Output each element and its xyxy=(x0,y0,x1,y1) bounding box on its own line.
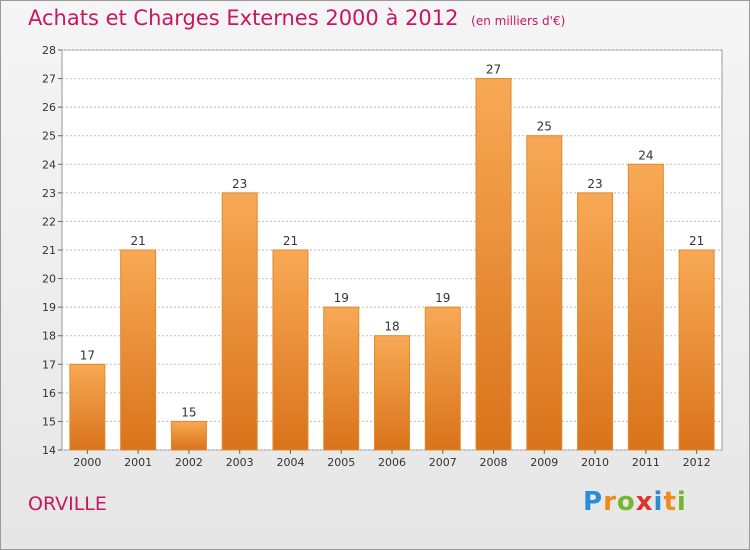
chart-title: Achats et Charges Externes 2000 à 2012 (… xyxy=(28,6,565,30)
bar xyxy=(272,249,309,451)
bar-value-label: 19 xyxy=(435,291,450,305)
bar-value-label: 21 xyxy=(283,234,298,248)
bar xyxy=(678,249,715,451)
y-tick-label: 27 xyxy=(42,73,56,86)
title-text: Achats et Charges Externes 2000 à 2012 xyxy=(28,6,459,30)
bar-value-label: 27 xyxy=(486,63,501,77)
bar xyxy=(627,163,664,451)
x-tick-label: 2001 xyxy=(124,456,152,469)
x-tick-label: 2008 xyxy=(480,456,508,469)
bar xyxy=(526,135,563,451)
bar xyxy=(577,192,614,451)
bar xyxy=(424,306,461,451)
bar-value-label: 21 xyxy=(689,234,704,248)
bar-value-label: 24 xyxy=(638,148,653,162)
x-tick-label: 2010 xyxy=(581,456,609,469)
x-tick-label: 2011 xyxy=(632,456,660,469)
x-tick-label: 2005 xyxy=(327,456,355,469)
bar-value-label: 25 xyxy=(537,120,552,134)
x-tick-label: 2009 xyxy=(530,456,558,469)
bar-value-label: 19 xyxy=(334,291,349,305)
bar-value-label: 17 xyxy=(80,348,95,362)
bar-value-label: 23 xyxy=(587,177,602,191)
bar-value-label: 23 xyxy=(232,177,247,191)
bar xyxy=(475,78,512,451)
bar xyxy=(120,249,157,451)
bar-value-label: 15 xyxy=(181,405,196,419)
y-tick-label: 22 xyxy=(42,215,56,228)
y-tick-label: 19 xyxy=(42,301,56,314)
x-tick-label: 2004 xyxy=(276,456,304,469)
y-tick-label: 18 xyxy=(42,330,56,343)
x-tick-label: 2003 xyxy=(226,456,254,469)
y-tick-label: 17 xyxy=(42,358,56,371)
bar xyxy=(170,420,207,451)
y-tick-label: 25 xyxy=(42,130,56,143)
y-tick-label: 14 xyxy=(42,444,56,457)
x-tick-label: 2002 xyxy=(175,456,203,469)
bar-value-label: 21 xyxy=(131,234,146,248)
bar xyxy=(374,335,410,451)
bar xyxy=(221,192,258,451)
bar-value-label: 18 xyxy=(384,320,399,334)
commune-name: ORVILLE xyxy=(28,493,107,515)
y-tick-label: 15 xyxy=(42,415,56,428)
x-tick-label: 2006 xyxy=(378,456,406,469)
y-tick-label: 28 xyxy=(42,44,56,57)
y-tick-label: 24 xyxy=(42,158,56,171)
y-tick-label: 23 xyxy=(42,187,56,200)
y-tick-label: 20 xyxy=(42,273,56,286)
y-tick-label: 16 xyxy=(42,387,56,400)
x-tick-label: 2000 xyxy=(73,456,101,469)
x-tick-label: 2012 xyxy=(683,456,711,469)
bar xyxy=(69,363,106,451)
title-unit: (en milliers d'€) xyxy=(471,14,566,28)
bar xyxy=(323,306,360,451)
x-tick-label: 2007 xyxy=(429,456,457,469)
y-tick-label: 26 xyxy=(42,101,56,114)
y-tick-label: 21 xyxy=(42,244,56,257)
proxiti-logo: Proxiti xyxy=(583,487,687,517)
